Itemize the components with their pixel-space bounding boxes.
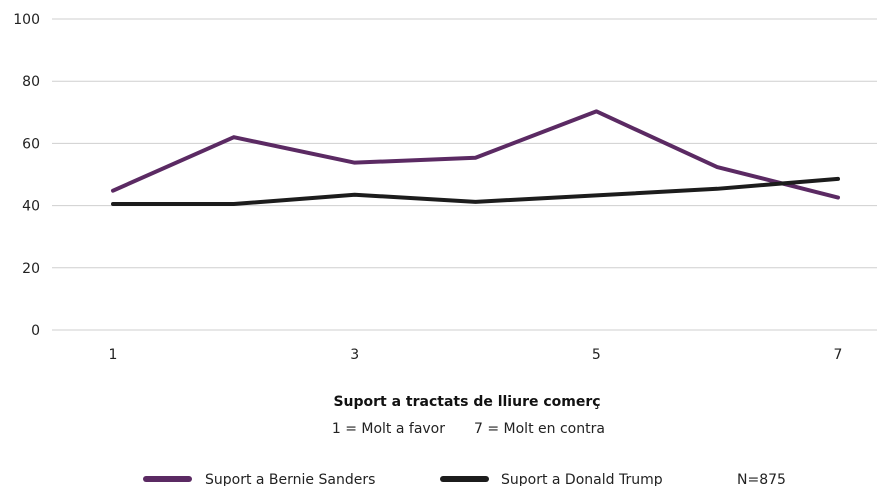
series-line-trump xyxy=(111,176,840,207)
legend: Suport a Bernie Sanders Suport a Donald … xyxy=(143,472,786,486)
scale-note-left: 1 = Molt a favor xyxy=(332,421,445,437)
y-tick-label-0: 0 xyxy=(31,323,40,339)
x-tick-label-5: 5 xyxy=(592,347,601,363)
y-tick-label-60: 60 xyxy=(22,136,40,152)
x-tick-label-7: 7 xyxy=(834,347,843,363)
x-axis-label: Suport a tractats de lliure comerç xyxy=(333,394,600,410)
x-axis-ticks: 1 3 5 7 xyxy=(109,347,843,363)
x-tick-label-3: 3 xyxy=(350,347,359,363)
x-tick-label-1: 1 xyxy=(109,347,118,363)
y-tick-label-40: 40 xyxy=(22,199,40,215)
y-axis-ticks: 0 20 40 60 80 100 xyxy=(13,12,40,339)
y-tick-label-20: 20 xyxy=(22,261,40,277)
series-lines xyxy=(111,109,840,207)
legend-label-trump: Suport a Donald Trump xyxy=(501,472,663,486)
y-tick-label-80: 80 xyxy=(22,74,40,90)
sample-size-note: N=875 xyxy=(737,472,786,486)
y-tick-label-100: 100 xyxy=(13,12,40,28)
scale-note-right: 7 = Molt en contra xyxy=(474,421,605,437)
legend-label-bernie: Suport a Bernie Sanders xyxy=(205,472,375,486)
series-line-bernie xyxy=(111,109,840,200)
